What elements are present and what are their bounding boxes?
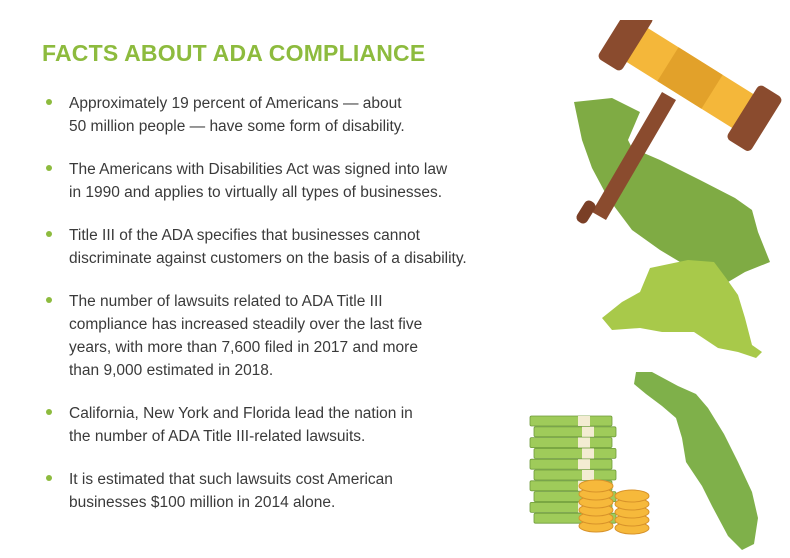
fact-item: The Americans with Disabilities Act was …: [44, 158, 544, 204]
bullet-icon: [46, 165, 52, 171]
gavel-icon: [576, 20, 782, 224]
fact-line: It is estimated that such lawsuits cost …: [69, 471, 393, 488]
bullet-icon: [46, 475, 52, 481]
california-map-icon: [574, 98, 770, 288]
fact-item: California, New York and Florida lead th…: [44, 402, 544, 448]
facts-list: Approximately 19 percent of Americans — …: [44, 92, 544, 534]
florida-map-icon: [634, 372, 758, 550]
fact-item: It is estimated that such lawsuits cost …: [44, 468, 544, 514]
illustration: [529, 20, 782, 550]
fact-line: in 1990 and applies to virtually all typ…: [69, 184, 443, 201]
fact-line: Title III of the ADA specifies that busi…: [69, 227, 420, 244]
new-york-map-icon: [602, 260, 762, 358]
fact-line: California, New York and Florida lead th…: [69, 405, 413, 422]
bullet-icon: [46, 297, 52, 303]
fact-item: Approximately 19 percent of Americans — …: [44, 92, 544, 138]
page-title: FACTS ABOUT ADA COMPLIANCE: [42, 40, 426, 66]
fact-line: The number of lawsuits related to ADA Ti…: [69, 293, 383, 310]
fact-line: years, with more than 7,600 filed in 201…: [69, 339, 418, 356]
coin-stack-icon: [578, 479, 650, 535]
fact-line: The Americans with Disabilities Act was …: [69, 161, 448, 178]
bullet-icon: [46, 409, 52, 415]
fact-line: 50 million people — have some form of di…: [69, 118, 405, 135]
fact-line: than 9,000 estimated in 2018.: [69, 362, 274, 379]
bullet-icon: [46, 99, 52, 105]
fact-item: The number of lawsuits related to ADA Ti…: [44, 290, 544, 382]
fact-line: discriminate against customers on the ba…: [69, 250, 467, 267]
fact-line: the number of ADA Title III-related laws…: [69, 428, 366, 445]
fact-line: compliance has increased steadily over t…: [69, 316, 423, 333]
bullet-icon: [46, 231, 52, 237]
fact-item: Title III of the ADA specifies that busi…: [44, 224, 544, 270]
fact-line: Approximately 19 percent of Americans — …: [69, 95, 402, 112]
fact-line: businesses $100 million in 2014 alone.: [69, 494, 336, 511]
